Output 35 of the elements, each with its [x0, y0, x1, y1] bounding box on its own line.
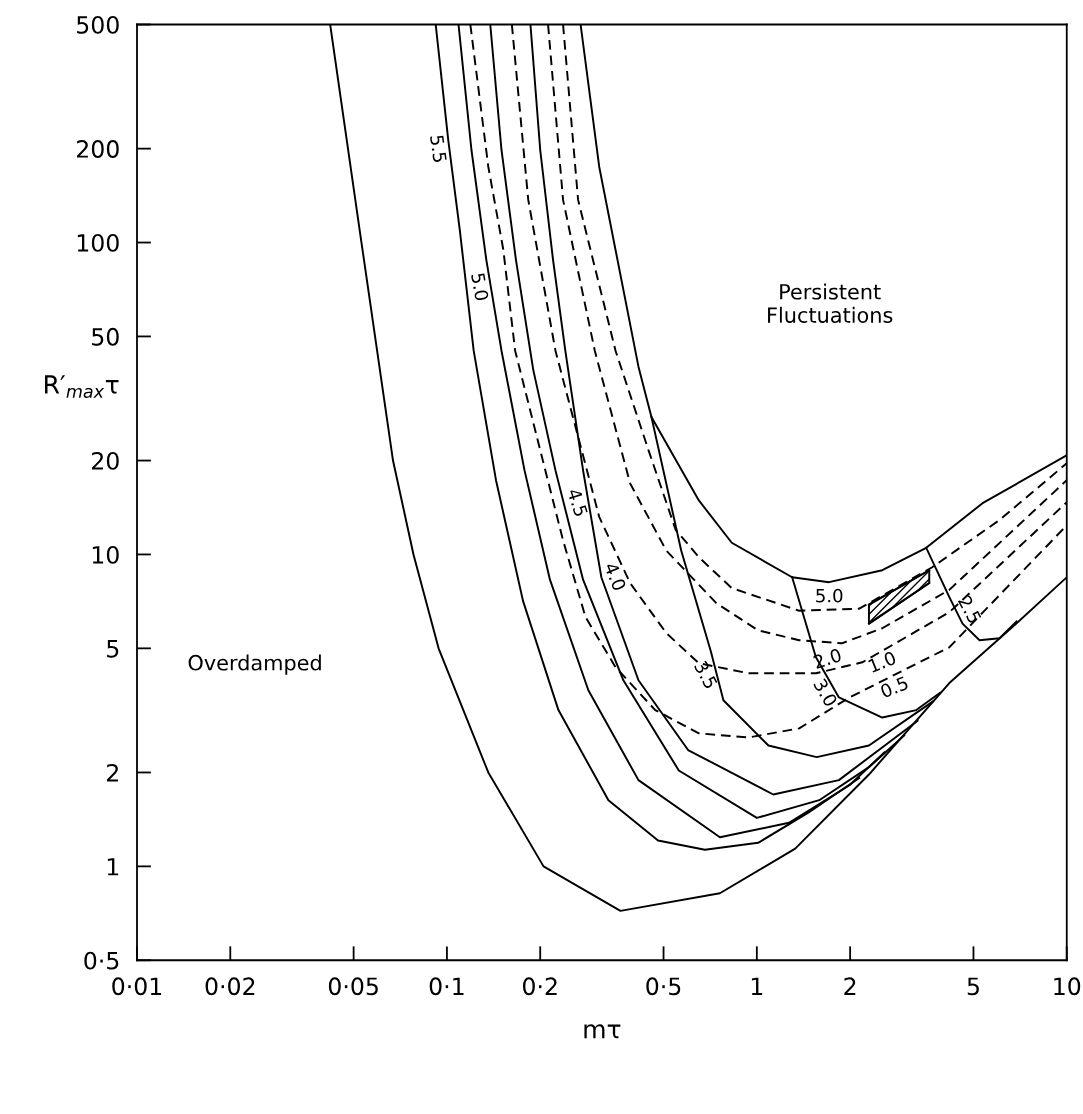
x-axis-title: mτ	[584, 1024, 621, 1039]
x-tick-label: 10	[1054, 977, 1081, 996]
y-tick-label: 50	[92, 327, 119, 346]
y-tick-label: 2	[107, 763, 118, 782]
text: 3.5	[693, 660, 718, 690]
y-tick-label: 1	[107, 858, 119, 876]
annotation: Overdamped	[188, 654, 321, 675]
text: 2.0	[812, 647, 843, 669]
y-tick-label: 20	[92, 452, 119, 470]
text: 2.5	[957, 594, 982, 625]
annotation: Persistent Fluctuations	[768, 283, 893, 323]
text: 0.5	[879, 675, 909, 699]
x-tick-label: 0·2	[523, 977, 557, 996]
text: 5.0	[470, 272, 489, 301]
text: 5.5	[429, 135, 447, 163]
x-tick-label: 0·02	[205, 977, 255, 996]
text: 1.0	[867, 650, 897, 673]
x-tick-label: 0·01	[112, 977, 162, 996]
text: 3.0	[813, 677, 838, 708]
x-tick-label: 1	[751, 977, 763, 995]
x-tick-label: 0·1	[429, 977, 464, 996]
y-tick-label: 0·5	[84, 951, 119, 970]
x-tick-label: 2	[844, 977, 856, 995]
y-axis-title: R′$_{max}$τ	[45, 375, 119, 398]
x-tick-label: 0·05	[328, 977, 378, 996]
series-label: 5.0	[816, 588, 843, 603]
y-tick-label: 500	[77, 15, 119, 34]
y-tick-label: 5	[107, 640, 119, 658]
x-tick-label: 0·5	[646, 977, 681, 996]
y-tick-label: 200	[77, 140, 119, 158]
y-tick-label: 10	[92, 545, 119, 564]
y-tick-label: 100	[77, 233, 119, 252]
x-tick-label: 5	[967, 977, 979, 996]
text: 4.5	[567, 487, 588, 517]
text: 4.0	[603, 561, 627, 592]
